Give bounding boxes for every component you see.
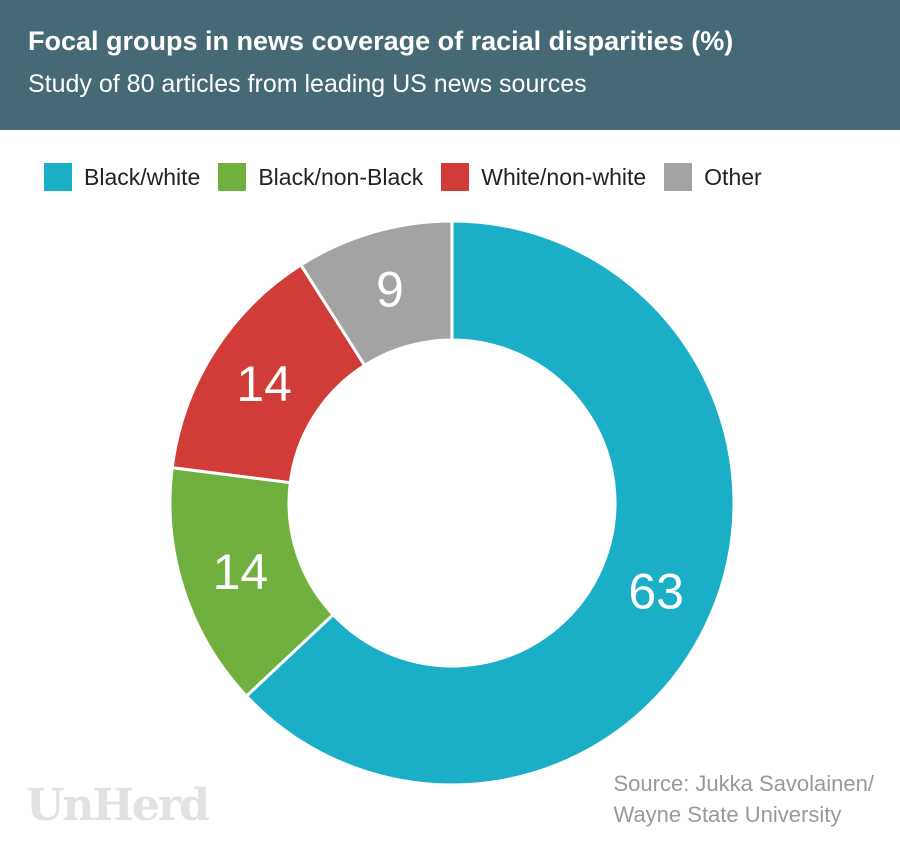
chart-header: Focal groups in news coverage of racial … [0,0,900,130]
legend-item: Black/non-Black [218,163,423,191]
data-label: 9 [376,261,404,317]
legend-label: Black/non-Black [258,163,424,190]
legend-label: Other [704,163,762,190]
legend-label: Black/white [84,163,201,190]
chart-title: Focal groups in news coverage of racial … [28,26,734,56]
legend-item: Black/white [44,163,200,191]
source-note: Source: Jukka Savolainen/ Wayne State Un… [614,768,875,830]
legend-swatch [218,163,247,191]
legend-swatch [441,163,470,191]
donut-slice-other [298,219,454,368]
legend-swatch [664,163,693,191]
legend-item: White/non-white [441,163,646,191]
data-label: 14 [236,356,292,412]
legend-label: White/non-white [481,163,647,190]
source-line-2: Wayne State University [613,802,842,827]
donut-slice-black-white [244,219,736,787]
legend: Black/white Black/non-Black White/non-whit… [44,163,780,191]
unherd-logo: UnHerd [26,780,210,831]
chart-subtitle: Study of 80 articles from leading US new… [28,70,587,98]
source-line-1: Source: Jukka Savolainen/ [613,771,875,796]
legend-swatch [44,163,72,191]
data-label: 63 [628,563,684,619]
data-label: 14 [213,544,269,600]
legend-item: Other [664,163,762,191]
